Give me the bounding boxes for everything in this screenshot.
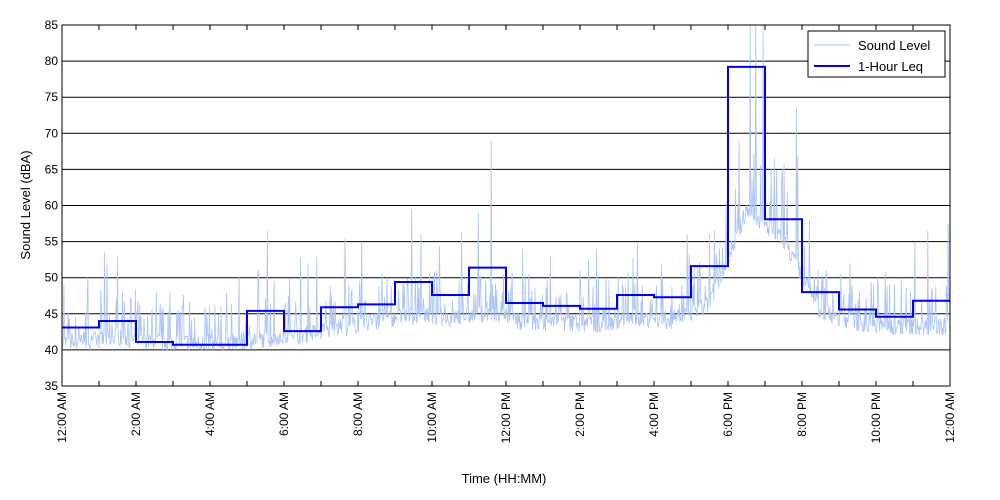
x-tick-label: 10:00 PM (869, 392, 883, 443)
x-tick-label: 12:00 AM (943, 392, 957, 443)
legend-label-leq: 1-Hour Leq (858, 59, 923, 74)
y-tick-label: 40 (45, 343, 59, 357)
y-tick-label: 60 (45, 199, 59, 213)
legend-box (807, 30, 946, 78)
x-tick-label: 8:00 PM (795, 392, 809, 437)
x-tick-label: 12:00 PM (499, 392, 513, 443)
y-tick-label: 50 (45, 271, 59, 285)
axis-ticks: 35 40 45 50 55 60 65 70 75 80 85 12:00 AM 2:00 AM 4:0… (45, 18, 957, 443)
x-tick-label: 8:00 AM (351, 392, 365, 436)
y-tick-label: 85 (45, 18, 59, 32)
y-axis-title: Sound Level (dBA) (18, 150, 33, 259)
y-tick-label: 55 (45, 235, 59, 249)
x-tick-label: 6:00 AM (277, 392, 291, 436)
x-tick-label: 6:00 PM (721, 392, 735, 437)
y-tick-label: 65 (45, 162, 59, 176)
x-tick-label: 4:00 PM (647, 392, 661, 437)
series-leq-step-line (62, 65, 950, 346)
y-tick-label: 75 (45, 90, 59, 104)
x-tick-label: 4:00 AM (203, 392, 217, 436)
x-axis-title: Time (HH:MM) (462, 471, 547, 486)
x-tick-label: 10:00 AM (425, 392, 439, 443)
x-tick-label: 2:00 PM (573, 392, 587, 437)
y-tick-label: 45 (45, 307, 59, 321)
legend-label-sound-level: Sound Level (858, 38, 930, 53)
x-tick-label: 12:00 AM (55, 392, 69, 443)
x-tick-label: 2:00 AM (129, 392, 143, 436)
y-tick-label: 35 (45, 379, 59, 393)
y-tick-label: 70 (45, 126, 59, 140)
y-tick-label: 80 (45, 54, 59, 68)
data-area (62, 25, 950, 351)
legend: Sound Level 1-Hour Leq (807, 30, 946, 78)
